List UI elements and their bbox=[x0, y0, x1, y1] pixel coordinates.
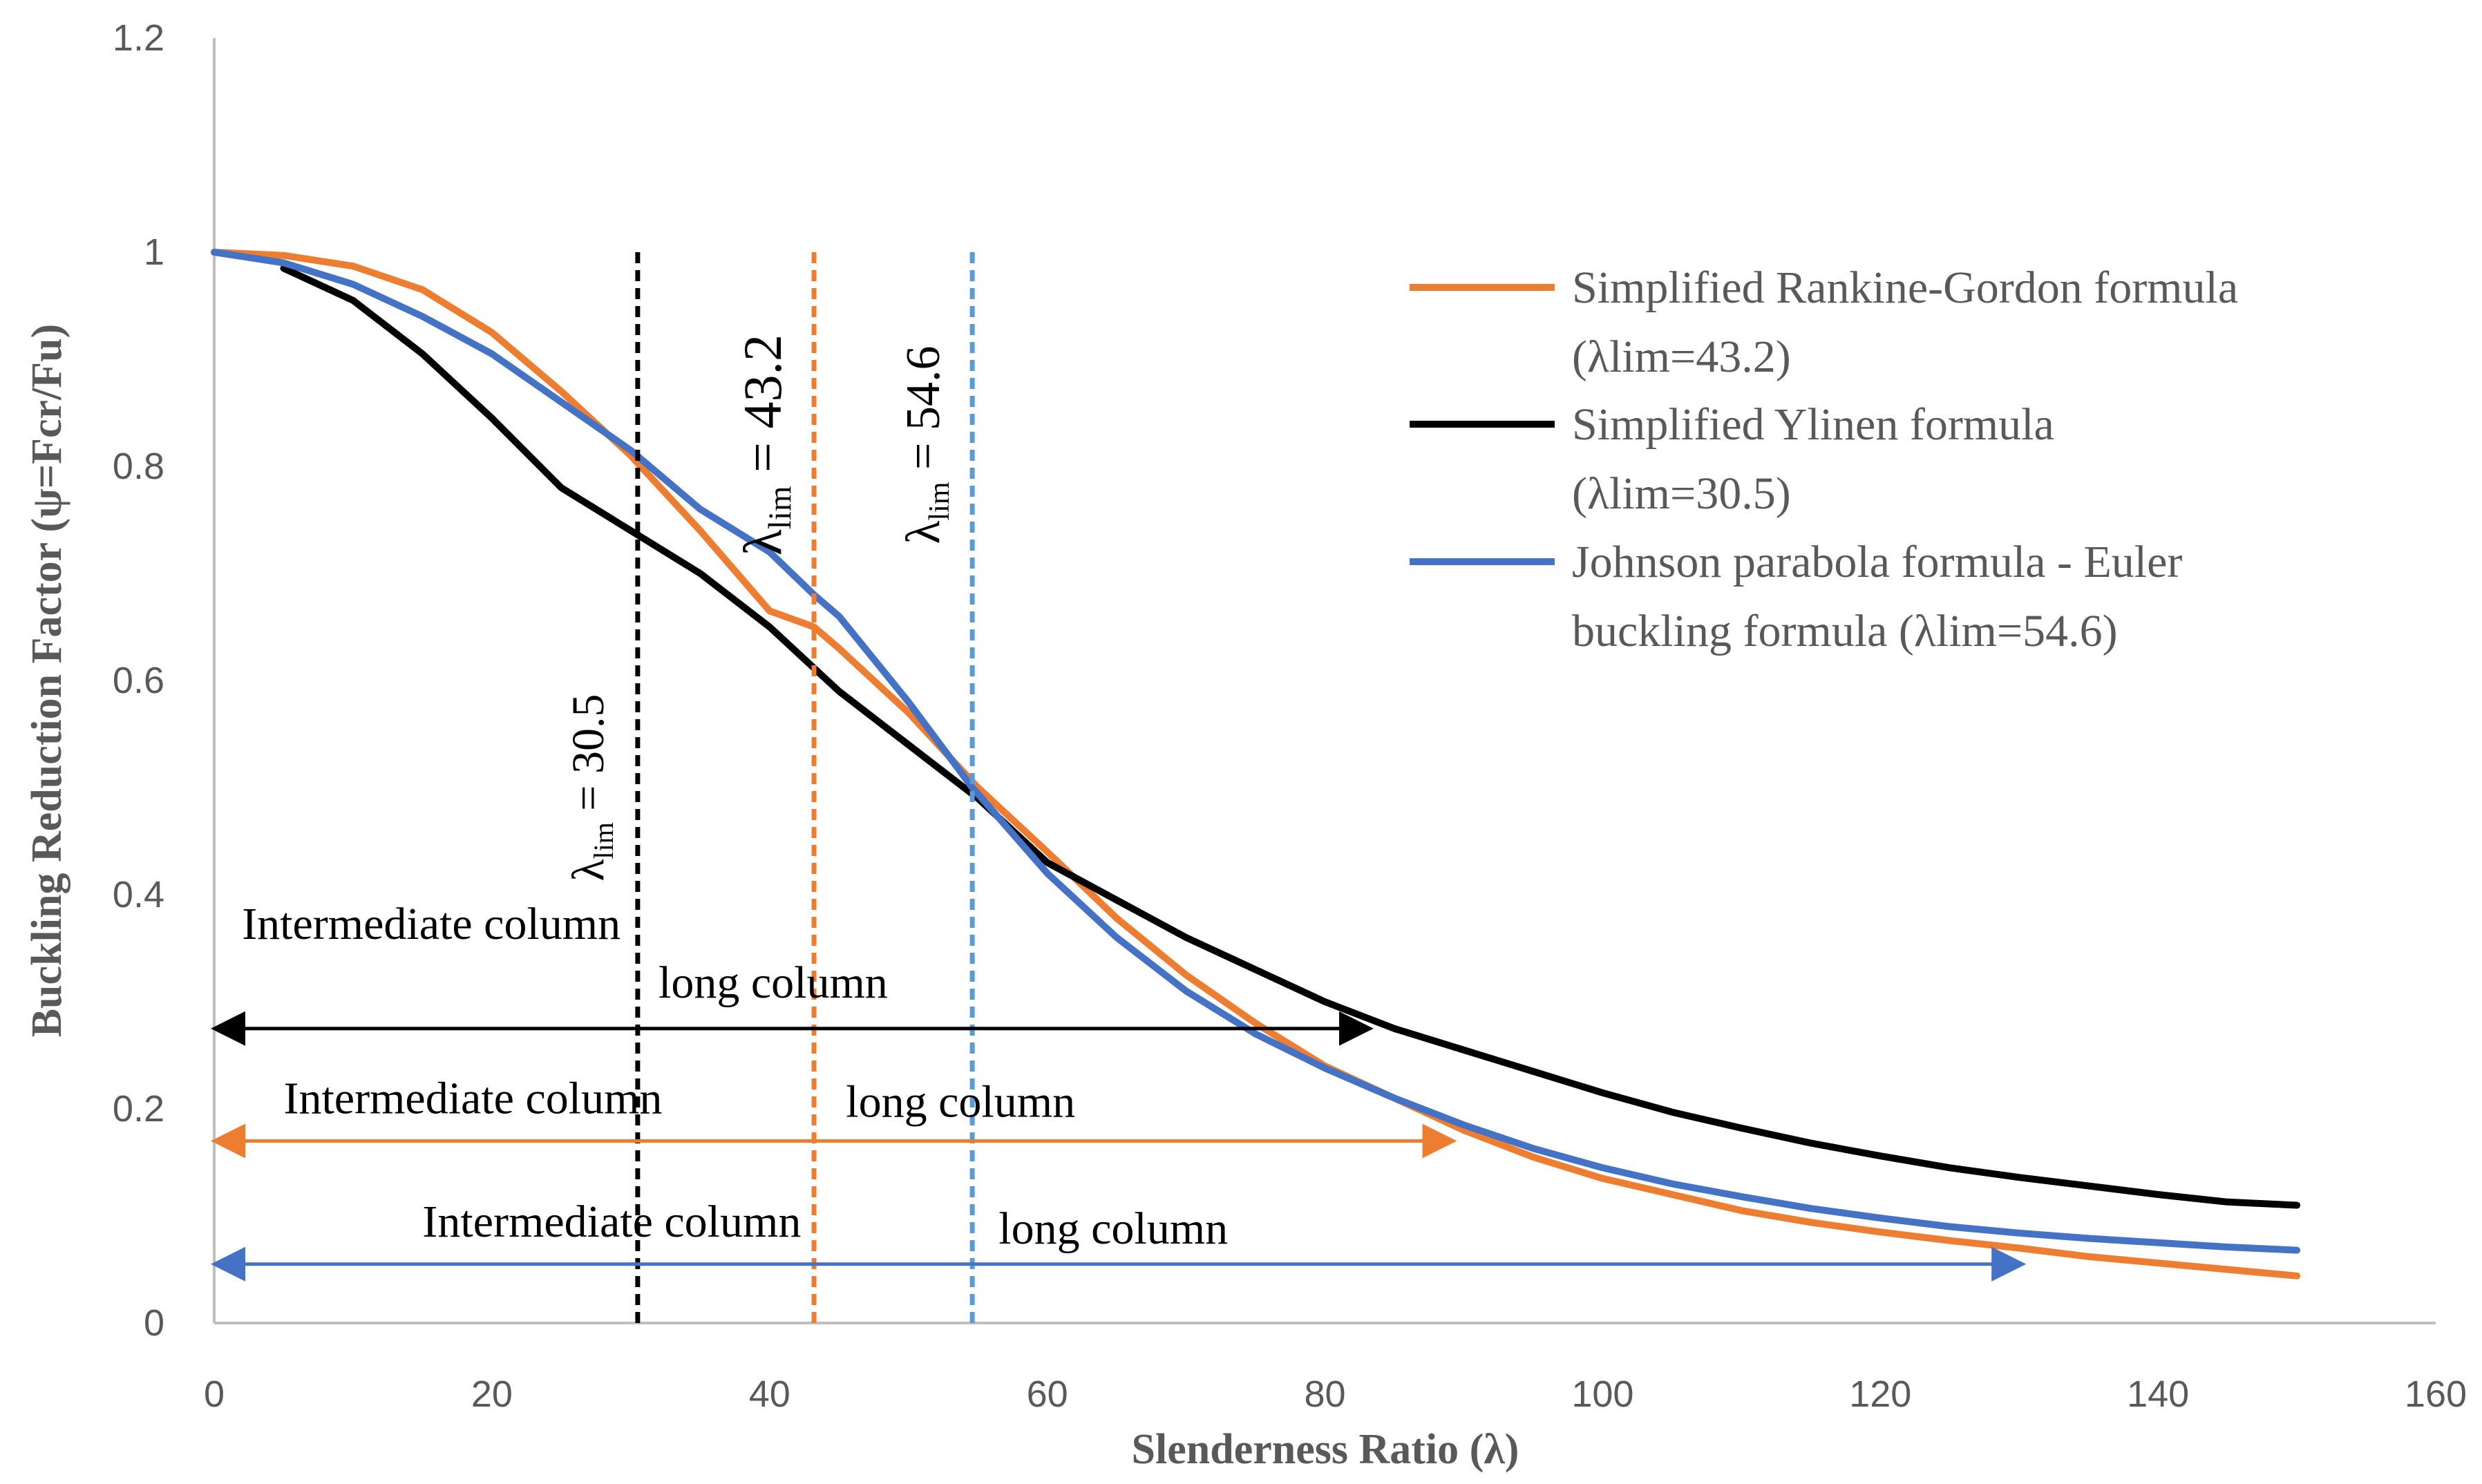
x-tick-label: 40 bbox=[749, 1373, 790, 1415]
y-tick-label: 0.4 bbox=[113, 874, 164, 915]
x-tick-label: 140 bbox=[2127, 1373, 2189, 1415]
intermediate-column-label-0: Intermediate column bbox=[242, 899, 620, 949]
x-tick-label: 80 bbox=[1304, 1373, 1345, 1415]
x-tick-label: 100 bbox=[1571, 1373, 1633, 1415]
y-tick-label: 0.6 bbox=[113, 660, 164, 701]
legend-label-johnson: Johnson parabola formula - Euler bbox=[1572, 537, 2182, 587]
legend-label-johnson-line2: buckling formula (λlim=54.6) bbox=[1572, 606, 2118, 656]
long-column-label-1: long column bbox=[846, 1077, 1075, 1128]
long-column-label-2: long column bbox=[998, 1204, 1228, 1254]
lambda-lim-label-2: λlim = 54.6 bbox=[897, 346, 956, 544]
x-tick-label: 160 bbox=[2405, 1373, 2467, 1415]
legend-label-ylinen-line2: (λlim=30.5) bbox=[1572, 468, 1791, 519]
x-tick-label: 20 bbox=[471, 1373, 513, 1415]
legend-label-rankine: Simplified Rankine-Gordon formula bbox=[1572, 263, 2238, 313]
column-range-arrows: Intermediate column long column Intermedia… bbox=[211, 899, 2027, 1282]
series-line-ylinen bbox=[280, 265, 2301, 1209]
legend-label-rankine-line2: (λlim=43.2) bbox=[1572, 332, 1791, 382]
y-tick-label: 1.2 bbox=[113, 17, 164, 59]
x-tick-label: 0 bbox=[204, 1373, 225, 1415]
y-tick-label: 1 bbox=[144, 231, 164, 273]
lambda-lim-label-0: λlim = 30.5 bbox=[563, 694, 619, 881]
long-column-label-0: long column bbox=[659, 958, 888, 1008]
x-axis-title: Slenderness Ratio (λ) bbox=[1132, 1426, 1519, 1473]
y-axis-title: Buckling Reduction Factor (ψ=Fcr/Fu) bbox=[23, 324, 70, 1038]
y-tick-label: 0.8 bbox=[113, 446, 164, 487]
x-tick-labels: 0 20 40 60 80 100 120 140 160 bbox=[204, 1373, 2467, 1415]
y-tick-label: 0.2 bbox=[113, 1088, 164, 1130]
x-tick-label: 120 bbox=[1849, 1373, 1911, 1415]
intermediate-column-label-2: Intermediate column bbox=[422, 1197, 801, 1247]
y-tick-label: 0 bbox=[144, 1302, 164, 1344]
x-tick-label: 60 bbox=[1027, 1373, 1068, 1415]
y-tick-labels: 0 0.2 0.4 0.6 0.8 1 1.2 bbox=[113, 17, 164, 1344]
intermediate-column-label-1: Intermediate column bbox=[283, 1074, 662, 1124]
series-line-rankine bbox=[211, 249, 2301, 1280]
legend-label-ylinen: Simplified Ylinen formula bbox=[1572, 399, 2054, 450]
legend: Simplified Rankine-Gordon formula (λlim=… bbox=[1410, 263, 2238, 656]
lambda-limit-lines: λlim = 30.5 λlim = 43.2 λlim = 54.6 bbox=[563, 252, 975, 1323]
lambda-lim-label-1: λlim = 43.2 bbox=[732, 334, 798, 555]
